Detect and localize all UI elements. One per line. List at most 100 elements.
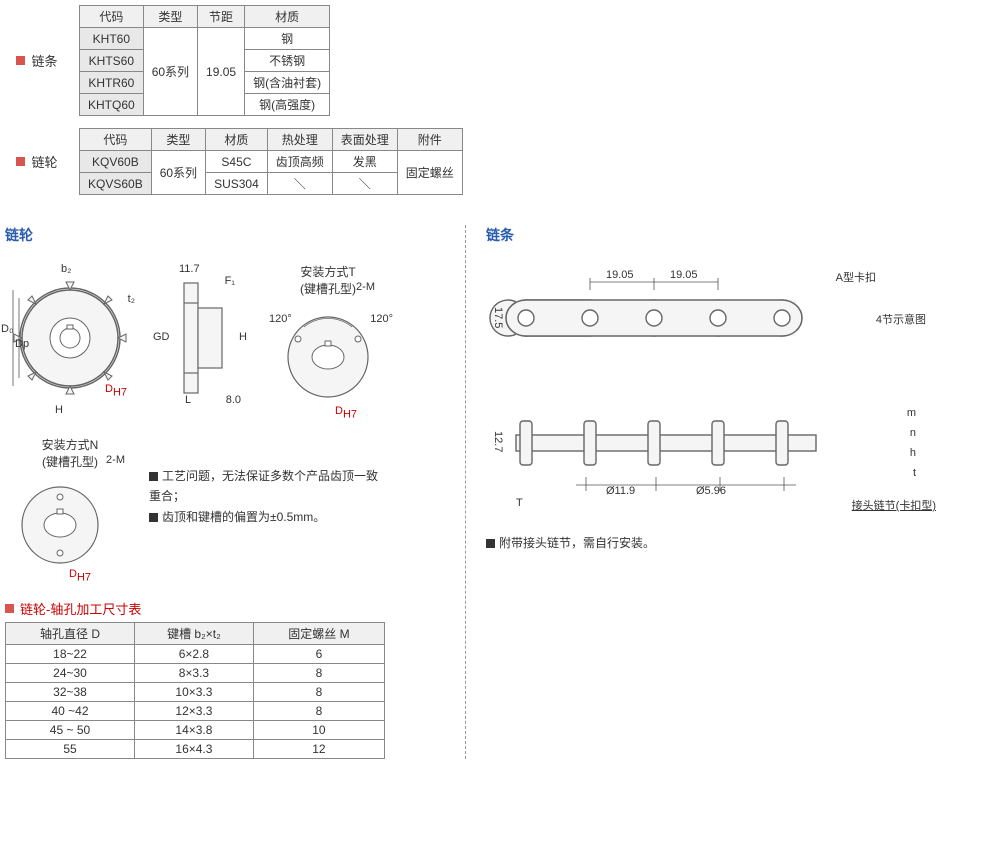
square-black-icon — [149, 513, 158, 522]
dim-h: h — [910, 447, 916, 459]
dim-m: m — [907, 407, 916, 419]
t1-mat-1: 不锈钢 — [245, 50, 330, 72]
dim-DH7-n: DH7 — [69, 566, 91, 583]
dim-120-r: 120° — [370, 313, 393, 325]
t3-r0c0: 18~22 — [6, 645, 135, 664]
t1-header-type: 类型 — [143, 6, 197, 28]
chain-note-text: 附带接头链节，需自行安装。 — [499, 536, 655, 550]
t2-header-material: 材质 — [206, 129, 268, 151]
t3-r4c1: 14×3.8 — [134, 721, 253, 740]
sprocket-spec-table: 代码 类型 材质 热处理 表面处理 附件 KQV60B 60系列 S45C 齿顶… — [79, 128, 463, 195]
chain-table-row: 链条 代码 类型 节距 材质 KHT60 60系列 19.05 钢 KHTS60… — [5, 5, 987, 116]
right-column: 链条 — [465, 225, 965, 759]
square-black-icon — [149, 472, 158, 481]
content-row: 链轮 — [5, 225, 987, 759]
t3-r1c2: 8 — [253, 664, 384, 683]
t2-header-code: 代码 — [80, 129, 152, 151]
chain-note: 附带接头链节，需自行安装。 — [486, 533, 965, 553]
t3-r0c2: 6 — [253, 645, 384, 664]
sprocket-notes: 工艺问题，无法保证多数个产品齿顶一致重合； 齿顶和键槽的偏置为±0.5mm。 — [149, 436, 389, 527]
sprocket-diagrams-bottom: 安装方式N(键槽孔型) 2-M DH7 工艺问题，无法保证多数个产品齿顶一致重合… — [5, 436, 445, 583]
t1-mat-3: 钢(高强度) — [245, 94, 330, 116]
sprocket-front-diagram: b₂ t₂ D₀ Dp DH7 H — [5, 263, 135, 416]
t3-r0c1: 6×2.8 — [134, 645, 253, 664]
t3-r1c1: 8×3.3 — [134, 664, 253, 683]
t3-r5c1: 16×4.3 — [134, 740, 253, 759]
t2-surf-1: ＼ — [332, 173, 397, 195]
dim-b2: b₂ — [61, 263, 71, 275]
t3-h2: 固定螺丝 M — [253, 623, 384, 645]
dim-phi-5-96: Ø5.96 — [696, 485, 726, 497]
t2-mat-1: SUS304 — [206, 173, 268, 195]
t1-code-0: KHT60 — [80, 28, 144, 50]
chain-side-view: 12.7 T Ø11.9 Ø5.96 m n h t 接头链节(卡扣型) — [486, 383, 946, 513]
t2-surf-0: 发黑 — [332, 151, 397, 173]
t1-pitch: 19.05 — [198, 28, 245, 116]
dim-DH7: DH7 — [105, 381, 127, 398]
chain-label-text: 链条 — [31, 51, 57, 70]
square-black-icon — [486, 539, 495, 548]
t2-header-heat: 热处理 — [267, 129, 332, 151]
t1-header-material: 材质 — [245, 6, 330, 28]
t1-header-pitch: 节距 — [198, 6, 245, 28]
t1-code-3: KHTQ60 — [80, 94, 144, 116]
dim-2M-n: 2-M — [106, 454, 125, 466]
chain-heading: 链条 — [486, 225, 965, 245]
t1-type: 60系列 — [143, 28, 197, 116]
bore-dimension-table: 轴孔直径 D 键槽 b₂×t₂ 固定螺丝 M 18~226×2.86 24~30… — [5, 622, 385, 759]
t1-code-1: KHTS60 — [80, 50, 144, 72]
dim-120-l: 120° — [269, 313, 292, 325]
t2-header-type: 类型 — [151, 129, 205, 151]
dim-t2: t₂ — [128, 293, 135, 305]
sprocket-label: 链轮 — [5, 152, 69, 171]
t2-heat-0: 齿顶高频 — [267, 151, 332, 173]
table3-heading: 链轮-轴孔加工尺寸表 — [5, 599, 445, 618]
sprocket-diagrams-top: b₂ t₂ D₀ Dp DH7 H 11.7 F₁ — [5, 263, 445, 420]
dim-t: t — [913, 467, 916, 479]
chain-label: 链条 — [5, 51, 69, 70]
t3-r5c2: 12 — [253, 740, 384, 759]
dim-F1: F₁ — [225, 275, 235, 287]
square-red-icon — [16, 56, 25, 65]
dim-n: n — [910, 427, 916, 439]
sprocket-side-diagram: 11.7 F₁ GD H L 8.0 — [149, 263, 249, 416]
dim-12-7: 12.7 — [492, 431, 504, 452]
dim-Do: D₀ — [1, 323, 14, 335]
t3-r3c0: 40 ~42 — [6, 702, 135, 721]
t3-r3c1: 12×3.3 — [134, 702, 253, 721]
dim-2M-t: 2-M — [356, 281, 375, 293]
dim-H: H — [55, 404, 63, 416]
dim-Dp: Dp — [15, 338, 29, 350]
sprocket-heading: 链轮 — [5, 225, 445, 245]
clip-a-label: A型卡扣 — [836, 269, 876, 285]
t1-code-2: KHTR60 — [80, 72, 144, 94]
t2-code-1: KQVS60B — [80, 173, 152, 195]
t1-header-code: 代码 — [80, 6, 144, 28]
dim-DH7-t: DH7 — [335, 403, 357, 420]
t1-mat-2: 钢(含油衬套) — [245, 72, 330, 94]
chain-top-view: 19.05 19.05 A型卡扣 4节示意图 17.5 — [486, 263, 946, 373]
dim-T: T — [516, 497, 523, 509]
dim-11-7: 11.7 — [179, 263, 200, 275]
square-red-icon — [16, 157, 25, 166]
t2-mat-0: S45C — [206, 151, 268, 173]
t2-code-0: KQV60B — [80, 151, 152, 173]
mounting-n-diagram: 安装方式N(键槽孔型) 2-M DH7 — [5, 436, 135, 583]
square-red-icon — [5, 604, 14, 613]
t3-r2c2: 8 — [253, 683, 384, 702]
t3-r4c2: 10 — [253, 721, 384, 740]
t2-attach: 固定螺丝 — [397, 151, 462, 195]
t3-r2c1: 10×3.3 — [134, 683, 253, 702]
t1-mat-0: 钢 — [245, 28, 330, 50]
t3-h1: 键槽 b₂×t₂ — [134, 623, 253, 645]
dim-19-05-a: 19.05 — [606, 269, 634, 281]
dim-GD: GD — [153, 331, 170, 343]
t3-r3c2: 8 — [253, 702, 384, 721]
t3-h0: 轴孔直径 D — [6, 623, 135, 645]
mounting-t-diagram: 安装方式T(键槽孔型) 2-M 120° 120° — [263, 263, 393, 420]
left-column: 链轮 — [5, 225, 465, 759]
note1-text: 工艺问题，无法保证多数个产品齿顶一致重合； — [149, 469, 378, 503]
t2-heat-1: ＼ — [267, 173, 332, 195]
t3-r4c0: 45 ~ 50 — [6, 721, 135, 740]
dim-L: L — [185, 394, 191, 406]
